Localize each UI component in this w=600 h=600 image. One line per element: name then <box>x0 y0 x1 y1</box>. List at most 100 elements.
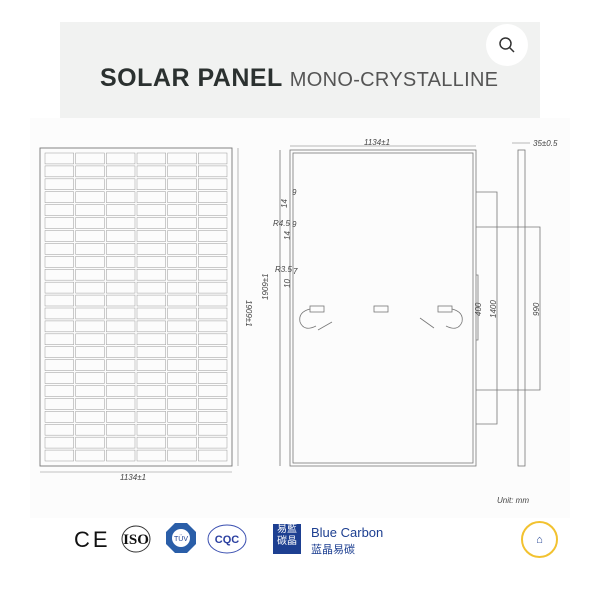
solar-cell <box>106 256 136 268</box>
solar-cell <box>44 191 74 203</box>
solar-cell <box>136 281 166 294</box>
solar-cell <box>75 449 105 462</box>
solar-cell <box>167 436 197 449</box>
solar-cell <box>44 178 74 190</box>
solar-cell <box>198 436 228 449</box>
solar-cell <box>167 191 197 203</box>
hole-dim-label: R3.5 <box>275 265 292 274</box>
solar-cell <box>136 217 166 229</box>
panel-frame <box>39 147 233 467</box>
solar-cell <box>44 449 74 462</box>
solar-cell <box>75 204 105 216</box>
solar-cell <box>167 243 197 255</box>
solar-cell <box>106 165 136 178</box>
solar-cell <box>75 359 105 371</box>
solar-cell <box>44 294 74 307</box>
solar-cell <box>198 281 228 294</box>
solar-cell <box>198 191 228 203</box>
solar-cell <box>198 424 228 436</box>
mount-400-label: 400 <box>474 302 483 316</box>
solar-cell <box>136 398 166 410</box>
globe-seal-icon: ⌂ <box>521 521 558 558</box>
solar-cell <box>106 372 136 384</box>
solar-cell <box>106 398 136 410</box>
solar-cell <box>198 385 228 397</box>
solar-cell <box>167 178 197 190</box>
solar-cell <box>75 346 105 358</box>
solar-cell <box>167 359 197 371</box>
solar-cell <box>136 385 166 397</box>
front-width-label: 1134±1 <box>120 473 146 482</box>
back-width-label: 1134±1 <box>364 138 390 147</box>
solar-cell <box>167 230 197 242</box>
back-height-label: 1909±1 <box>261 273 270 300</box>
title-banner <box>60 22 540 118</box>
tuv-logo: TÜV <box>166 523 196 553</box>
solar-cell <box>44 204 74 216</box>
solar-cell <box>167 320 197 333</box>
solar-cell <box>198 449 228 462</box>
solar-cell <box>198 359 228 371</box>
solar-cell <box>44 436 74 449</box>
solar-cell <box>106 359 136 371</box>
solar-cell <box>44 372 74 384</box>
solar-cell <box>136 152 166 165</box>
solar-cell <box>198 320 228 333</box>
solar-cell <box>167 269 197 281</box>
solar-cell <box>198 307 228 320</box>
solar-cell <box>136 165 166 178</box>
solar-cell <box>75 320 105 333</box>
svg-text:TÜV: TÜV <box>174 535 188 543</box>
solar-cell <box>75 256 105 268</box>
solar-cell <box>106 320 136 333</box>
solar-cell <box>136 256 166 268</box>
solar-cell <box>75 243 105 255</box>
solar-cell <box>44 217 74 229</box>
solar-cell <box>167 204 197 216</box>
solar-cell <box>198 269 228 281</box>
brand-name-cn: 蓝晶易碳 <box>311 544 355 556</box>
solar-cell <box>198 178 228 190</box>
solar-cell <box>75 191 105 203</box>
solar-cell <box>198 294 228 307</box>
hole-dim-label: 14 <box>283 231 292 240</box>
solar-cell <box>44 269 74 281</box>
solar-cell <box>75 217 105 229</box>
solar-cell <box>75 411 105 423</box>
solar-cell <box>44 333 74 346</box>
solar-cell <box>44 359 74 371</box>
solar-cell <box>106 178 136 190</box>
solar-cell <box>167 281 197 294</box>
solar-cell <box>198 398 228 410</box>
solar-cell <box>167 411 197 423</box>
solar-cell <box>75 372 105 384</box>
search-button[interactable] <box>486 24 528 66</box>
solar-cell <box>106 411 136 423</box>
solar-cell <box>106 281 136 294</box>
solar-cell <box>136 436 166 449</box>
solar-cell <box>136 191 166 203</box>
solar-cell <box>136 230 166 242</box>
solar-cell <box>198 243 228 255</box>
solar-cell <box>136 178 166 190</box>
svg-text:ISO: ISO <box>123 532 149 548</box>
solar-cell <box>44 152 74 165</box>
solar-cell <box>198 204 228 216</box>
hole-dim-label: 10 <box>283 279 292 288</box>
solar-cell <box>44 346 74 358</box>
solar-cell <box>167 385 197 397</box>
solar-cell <box>198 372 228 384</box>
solar-cell <box>198 217 228 229</box>
front-height-label: 1909±1 <box>244 300 253 327</box>
solar-cell <box>167 346 197 358</box>
solar-cell <box>136 346 166 358</box>
solar-cell <box>106 269 136 281</box>
mount-1400-label: 1400 <box>489 300 498 318</box>
solar-cell <box>75 152 105 165</box>
solar-cell <box>75 424 105 436</box>
solar-cell <box>136 372 166 384</box>
solar-cell <box>44 320 74 333</box>
brand-name: Blue Carbon <box>311 525 384 540</box>
solar-cell <box>75 398 105 410</box>
solar-cell <box>167 152 197 165</box>
